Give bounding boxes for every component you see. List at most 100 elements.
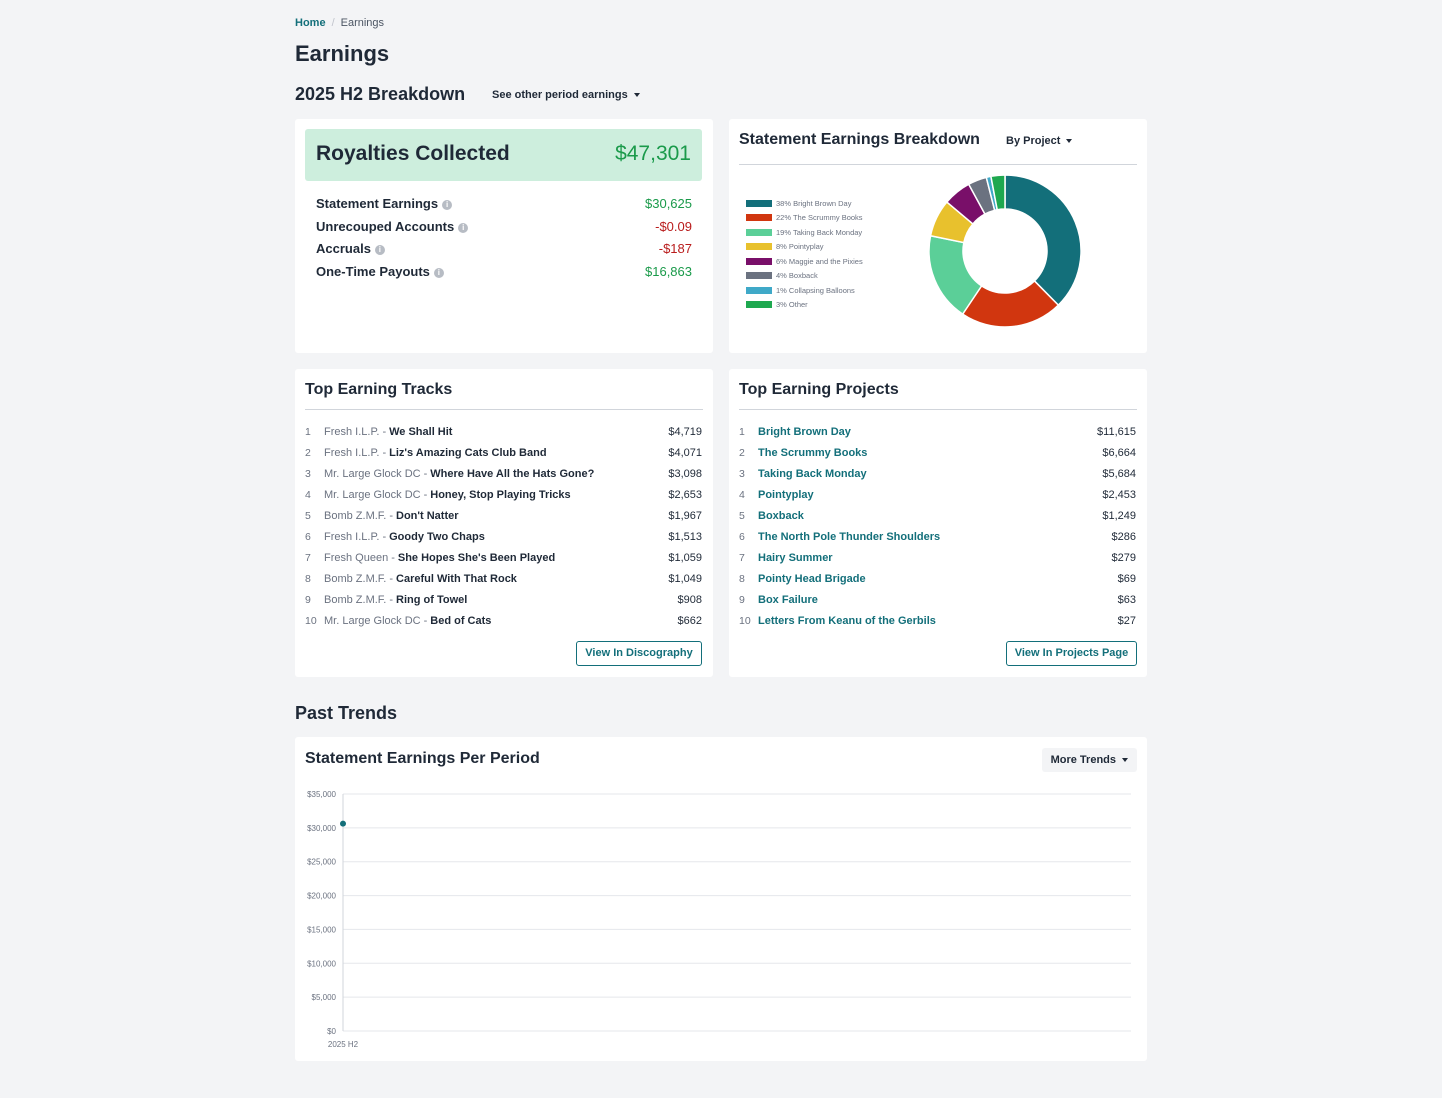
project-amount: $279 [1111, 551, 1136, 564]
legend-item[interactable]: 1% Collapsing Balloons [746, 283, 863, 298]
project-amount: $2,453 [1102, 488, 1136, 501]
project-link[interactable]: Box Failure [758, 593, 818, 606]
track-row[interactable]: 9 Bomb Z.M.F. - Ring of Towel $908 [305, 589, 702, 610]
rank-number: 4 [739, 488, 745, 501]
legend-item[interactable]: 6% Maggie and the Pixies [746, 254, 863, 269]
track-row[interactable]: 10 Mr. Large Glock DC - Bed of Cats $662 [305, 610, 702, 631]
artist-name: Mr. Large Glock DC [324, 614, 421, 627]
legend-label: 3% Other [776, 300, 808, 310]
legend-label: 22% The Scrummy Books [776, 213, 863, 223]
track-row[interactable]: 1 Fresh I.L.P. - We Shall Hit $4,719 [305, 421, 702, 442]
project-amount: $63 [1117, 593, 1136, 606]
legend-swatch [746, 301, 772, 309]
project-link[interactable]: The Scrummy Books [758, 446, 868, 459]
legend-item[interactable]: 4% Boxback [746, 269, 863, 284]
royalty-row-unrecouped-accounts: Unrecouped Accounts i -$0.09 [316, 219, 692, 234]
project-amount: $27 [1117, 614, 1136, 627]
rank-number: 7 [305, 551, 311, 564]
legend-swatch [746, 272, 772, 280]
breakdown-title: Statement Earnings Breakdown [739, 131, 980, 148]
track-amount: $2,653 [668, 488, 702, 501]
royalty-row-label: Statement Earnings [316, 196, 439, 211]
track-title: Liz's Amazing Cats Club Band [389, 446, 547, 459]
view-in-discography-button[interactable]: View In Discography [576, 641, 702, 666]
rank-number: 2 [739, 446, 745, 459]
rank-number: 9 [739, 593, 745, 606]
by-project-dropdown[interactable]: By Project [1006, 135, 1073, 147]
rank-number: 3 [305, 467, 311, 480]
legend-label: 8% Pointyplay [776, 242, 824, 252]
donut-slice[interactable] [990, 175, 1006, 211]
period-title: 2025 H2 Breakdown [295, 84, 466, 104]
project-link[interactable]: Bright Brown Day [758, 425, 851, 438]
track-title: Bed of Cats [430, 614, 492, 627]
artist-name: Bomb Z.M.F. [324, 593, 387, 606]
track-row[interactable]: 3 Mr. Large Glock DC - Where Have All the H… [305, 463, 702, 484]
info-icon[interactable]: i [458, 222, 469, 233]
more-trends-dropdown[interactable]: More Trends [1041, 748, 1137, 772]
rank-number: 3 [739, 467, 745, 480]
legend-item[interactable]: 8% Pointyplay [746, 240, 863, 255]
separator: - [382, 530, 387, 543]
trend-card-title: Statement Earnings Per Period [305, 750, 540, 767]
breadcrumb-separator: / [331, 17, 335, 29]
project-link[interactable]: Hairy Summer [758, 551, 833, 564]
track-title: Honey, Stop Playing Tricks [430, 488, 571, 501]
donut-slice[interactable] [1004, 175, 1081, 307]
rank-number: 4 [305, 488, 311, 501]
legend-label: 38% Bright Brown Day [776, 198, 852, 208]
legend-item[interactable]: 22% The Scrummy Books [746, 211, 863, 226]
rank-number: 9 [305, 593, 311, 606]
info-icon[interactable]: i [442, 199, 453, 210]
legend-item[interactable]: 38% Bright Brown Day [746, 196, 863, 211]
legend-label: 19% Taking Back Monday [776, 227, 863, 237]
royalty-row-value: $30,625 [645, 196, 692, 211]
royalty-row-value: -$187 [658, 241, 692, 256]
track-title: Don't Natter [396, 509, 459, 522]
legend-item[interactable]: 19% Taking Back Monday [746, 225, 863, 240]
track-amount: $1,049 [668, 572, 702, 585]
rank-number: 1 [305, 425, 311, 438]
track-row[interactable]: 5 Bomb Z.M.F. - Don't Natter $1,967 [305, 505, 702, 526]
track-row[interactable]: 8 Bomb Z.M.F. - Careful With That Rock $1,04… [305, 568, 702, 589]
project-link[interactable]: Letters From Keanu of the Gerbils [758, 614, 936, 627]
project-link[interactable]: Taking Back Monday [758, 467, 867, 480]
more-trends-label: More Trends [1050, 754, 1116, 766]
artist-name: Fresh I.L.P. [324, 425, 380, 438]
page-title: Earnings [295, 41, 390, 66]
top-tracks-title: Top Earning Tracks [305, 381, 453, 398]
rank-number: 7 [739, 551, 745, 564]
project-link[interactable]: Pointy Head Brigade [758, 572, 866, 585]
royalty-row-statement-earnings: Statement Earnings i $30,625 [316, 196, 692, 211]
royalty-row-value: $16,863 [645, 264, 692, 279]
track-row[interactable]: 2 Fresh I.L.P. - Liz's Amazing Cats Club Ba… [305, 442, 702, 463]
project-amount: $5,684 [1102, 467, 1136, 480]
legend-item[interactable]: 3% Other [746, 298, 863, 313]
separator: - [391, 551, 395, 564]
project-link[interactable]: Boxback [758, 509, 804, 522]
track-row[interactable]: 4 Mr. Large Glock DC - Honey, Stop Playing … [305, 484, 702, 505]
track-title: Where Have All the Hats Gone? [430, 467, 595, 480]
info-icon[interactable]: i [374, 244, 385, 255]
artist-name: Mr. Large Glock DC [324, 467, 421, 480]
track-row[interactable]: 7 Fresh Queen - She Hopes She's Been Played… [305, 547, 702, 568]
rank-number: 8 [739, 572, 745, 585]
period-dropdown[interactable]: See other period earnings [492, 89, 640, 101]
project-amount: $11,615 [1097, 425, 1136, 438]
separator: - [423, 614, 428, 627]
data-point[interactable] [340, 820, 346, 827]
track-amount: $1,513 [668, 530, 702, 543]
royalty-row-label: Accruals [316, 241, 371, 256]
breadcrumb-home-link[interactable]: Home [295, 17, 326, 29]
info-icon[interactable]: i [433, 267, 444, 278]
project-amount: $1,249 [1102, 509, 1136, 522]
rank-number: 8 [305, 572, 311, 585]
breakdown-legend: 38% Bright Brown Day 22% The Scrummy Book… [746, 196, 863, 312]
caret-down-icon [633, 93, 640, 98]
track-amount: $908 [677, 593, 702, 606]
divider [739, 164, 1137, 165]
view-in-projects-page-button[interactable]: View In Projects Page [1006, 641, 1137, 666]
track-row[interactable]: 6 Fresh I.L.P. - Goody Two Chaps $1,513 [305, 526, 702, 547]
project-link[interactable]: Pointyplay [758, 488, 814, 501]
project-link[interactable]: The North Pole Thunder Shoulders [758, 530, 941, 543]
